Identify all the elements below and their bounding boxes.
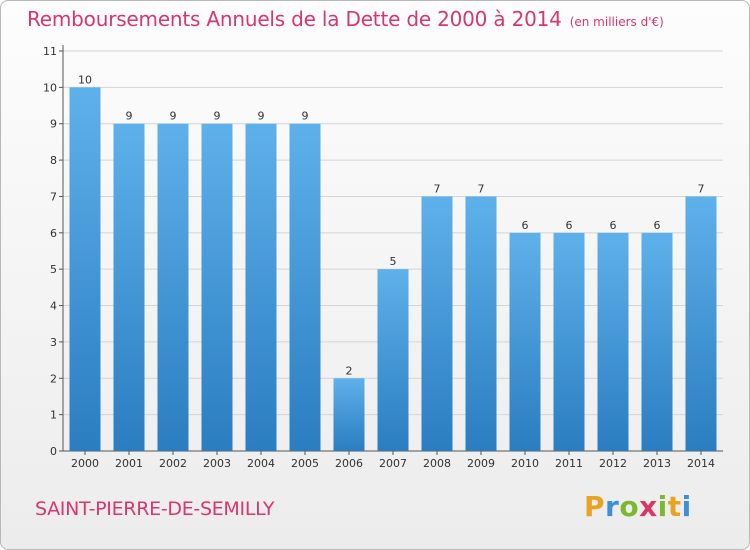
chart-title-text: Remboursements Annuels de la Dette de 20… <box>27 7 562 31</box>
y-tick-label: 10 <box>43 81 57 94</box>
bar-value-label: 7 <box>434 182 441 195</box>
x-tick-label: 2010 <box>511 457 539 470</box>
y-tick-label: 5 <box>50 263 57 276</box>
bar-2010 <box>509 232 541 451</box>
logo-letter: P <box>584 490 606 523</box>
x-tick-label: 2006 <box>335 457 363 470</box>
x-tick-label: 2000 <box>71 457 99 470</box>
x-tick-label: 2004 <box>247 457 275 470</box>
bar-2000 <box>69 87 101 451</box>
bar-2006 <box>333 378 365 451</box>
y-tick-label: 1 <box>50 409 57 422</box>
x-tick-label: 2003 <box>203 457 231 470</box>
x-tick-label: 2007 <box>379 457 407 470</box>
bar-value-label: 5 <box>390 255 397 268</box>
bar-value-label: 6 <box>522 219 529 232</box>
y-tick-label: 8 <box>50 154 57 167</box>
bar-2009 <box>465 196 497 451</box>
bars <box>69 87 717 452</box>
x-tick-label: 2011 <box>555 457 583 470</box>
x-tick-label: 2014 <box>687 457 715 470</box>
bar-2001 <box>113 123 145 452</box>
bar-2011 <box>553 232 585 451</box>
bar-value-label: 7 <box>698 182 705 195</box>
bar-value-label: 9 <box>170 110 177 123</box>
y-tick-label: 4 <box>50 300 57 313</box>
bar-2007 <box>377 269 409 451</box>
bar-2013 <box>641 232 673 451</box>
y-tick-label: 0 <box>50 445 57 458</box>
bar-value-label: 9 <box>258 110 265 123</box>
bar-value-label: 10 <box>78 73 92 86</box>
bar-value-label: 7 <box>478 182 485 195</box>
city-name: SAINT-PIERRE-DE-SEMILLY <box>35 498 275 520</box>
logo-letter: r <box>605 490 620 523</box>
x-tick-label: 2008 <box>423 457 451 470</box>
x-tick-label: 2013 <box>643 457 671 470</box>
bar-2002 <box>157 123 189 452</box>
logo-letter: o <box>619 490 640 523</box>
x-tick-label: 2009 <box>467 457 495 470</box>
proxiti-logo: Proxiti <box>584 490 692 523</box>
y-tick-label: 3 <box>50 336 57 349</box>
bar-value-label: 6 <box>654 219 661 232</box>
labels: 0 1 2 3 4 5 6 7 8 9 10 11 10 2000 9 2001 9 2002 9 2003 9 2004… <box>43 45 715 470</box>
bar-2003 <box>201 123 233 452</box>
bar-value-label: 9 <box>214 110 221 123</box>
logo-letter: x <box>639 490 658 523</box>
logo-letter: i <box>681 490 692 523</box>
bar-value-label: 6 <box>610 219 617 232</box>
x-tick-label: 2012 <box>599 457 627 470</box>
bar-value-label: 2 <box>346 364 353 377</box>
bar-value-label: 6 <box>566 219 573 232</box>
bar-2008 <box>421 196 453 451</box>
y-tick-label: 7 <box>50 190 57 203</box>
bar-2004 <box>245 123 277 452</box>
y-tick-label: 11 <box>43 45 57 58</box>
chart-subtitle: (en milliers d'€) <box>569 15 664 29</box>
y-tick-label: 6 <box>50 227 57 240</box>
y-tick-label: 2 <box>50 372 57 385</box>
bar-value-label: 9 <box>126 110 133 123</box>
y-tick-label: 9 <box>50 118 57 131</box>
bar-value-label: 9 <box>302 110 309 123</box>
logo-letter: i <box>657 490 668 523</box>
x-tick-label: 2002 <box>159 457 187 470</box>
chart-title: Remboursements Annuels de la Dette de 20… <box>27 7 664 31</box>
bar-2012 <box>597 232 629 451</box>
logo-letter: t <box>667 490 682 523</box>
x-tick-label: 2001 <box>115 457 143 470</box>
bar-2014 <box>685 196 717 451</box>
x-tick-label: 2005 <box>291 457 319 470</box>
bar-2005 <box>289 123 321 452</box>
